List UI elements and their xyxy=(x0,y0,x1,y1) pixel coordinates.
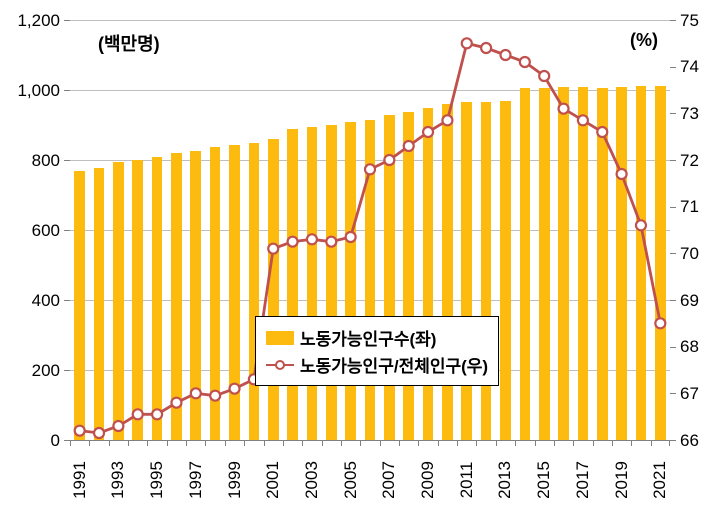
legend-label-line: 노동가능인구/전체인구(우) xyxy=(300,352,488,377)
chart-container: (백만명) (%) 02004006008001,0001,200 666768… xyxy=(0,0,725,507)
line-series xyxy=(0,0,725,507)
legend: 노동가능인구수(좌) 노동가능인구/전체인구(우) xyxy=(255,316,499,386)
legend-item-bars: 노동가능인구수(좌) xyxy=(266,325,488,350)
legend-label-bars: 노동가능인구수(좌) xyxy=(300,325,436,350)
legend-item-line: 노동가능인구/전체인구(우) xyxy=(266,352,488,377)
